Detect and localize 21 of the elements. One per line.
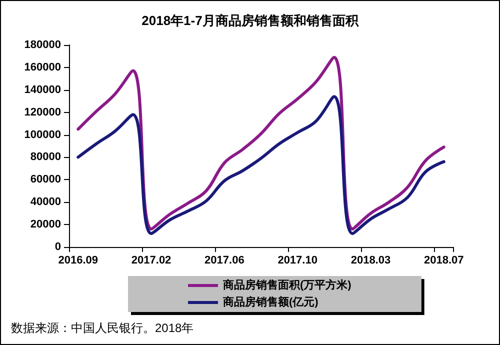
legend-label: 商品房销售面积(万平方米) <box>222 278 352 292</box>
y-tick-label: 100000 <box>24 128 61 141</box>
y-tick-label: 60000 <box>30 174 61 186</box>
y-tick-label: 0 <box>54 241 61 253</box>
y-tick-label: 140000 <box>24 84 61 96</box>
x-tick-label: 2017.02 <box>131 254 172 266</box>
x-tick-label: 2017.10 <box>278 254 318 266</box>
y-tick-label: 40000 <box>30 196 61 208</box>
x-tick-label: 2018.03 <box>350 254 391 266</box>
x-tick-label: 2017.06 <box>204 254 244 266</box>
line-series <box>76 95 446 236</box>
source-note: 数据来源：中国人民银行。2018年 <box>11 321 194 335</box>
y-tick-label: 180000 <box>24 39 61 51</box>
y-tick-label: 80000 <box>30 151 61 164</box>
legend-label: 商品房销售额(亿元) <box>222 296 319 308</box>
y-tick-label: 160000 <box>24 61 61 74</box>
x-tick-label: 2016.09 <box>58 254 98 266</box>
y-tick-label: 20000 <box>30 218 61 231</box>
y-tick-label: 120000 <box>24 106 61 118</box>
chart-title: 2018年1-7月商品房销售额和销售面积 <box>142 13 360 28</box>
x-tick-label: 2018.07 <box>424 254 464 266</box>
